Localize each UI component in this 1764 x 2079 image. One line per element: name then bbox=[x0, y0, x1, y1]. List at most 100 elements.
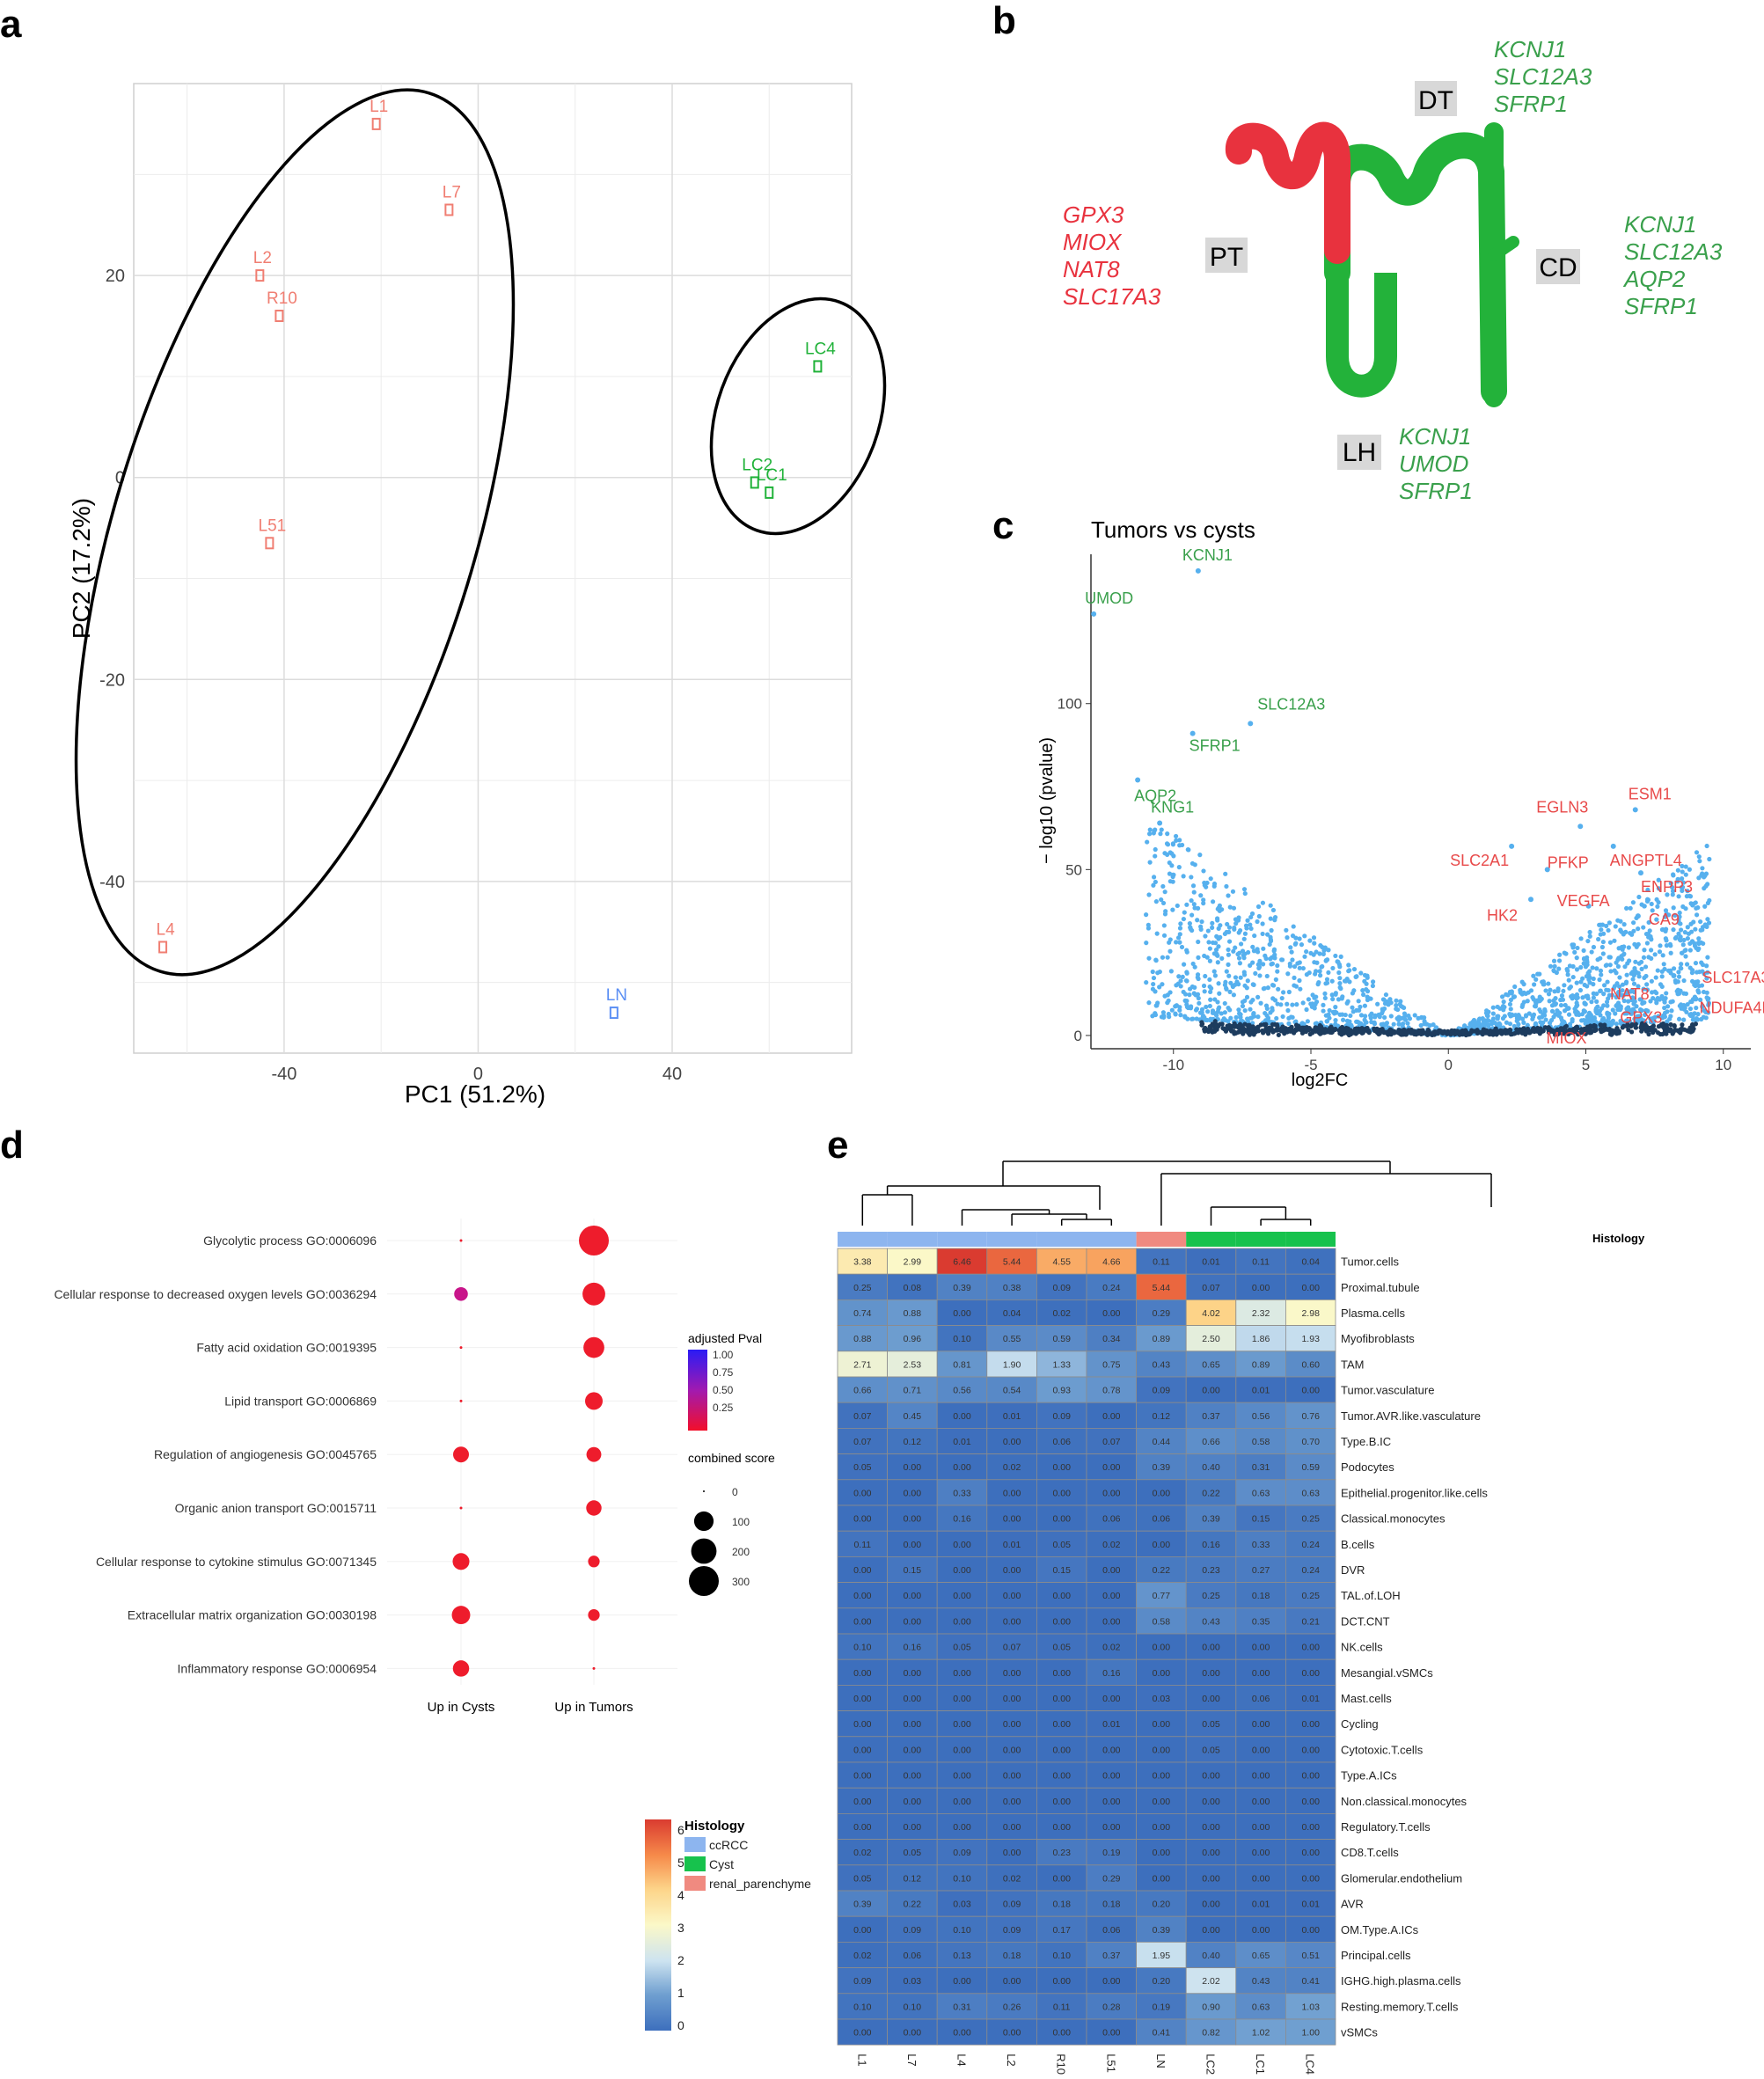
histology-cell bbox=[1285, 1232, 1336, 1247]
volcano-point bbox=[1553, 996, 1558, 1001]
heatmap-cell-value: 0.22 bbox=[1153, 1565, 1171, 1576]
size-legend-label: 300 bbox=[732, 1576, 750, 1588]
volcano-point bbox=[1558, 1002, 1564, 1008]
padj-tick-label: 0.50 bbox=[713, 1384, 734, 1396]
volcano-point bbox=[1628, 930, 1633, 936]
heatmap-cell-value: 0.18 bbox=[1252, 1591, 1270, 1601]
heatmap-cell bbox=[936, 1325, 988, 1352]
volcano-point-ns bbox=[1587, 1030, 1592, 1036]
volcano-point bbox=[1198, 924, 1204, 929]
heatmap-cell bbox=[1086, 1530, 1137, 1557]
heatmap-cell-value: 0.00 bbox=[1202, 1643, 1220, 1653]
volcano-point bbox=[1324, 1019, 1330, 1024]
heatmap-row-label: Cycling bbox=[1341, 1717, 1379, 1731]
heatmap-cell bbox=[837, 1556, 888, 1584]
volcano-point bbox=[1678, 934, 1683, 940]
volcano-labeled-point bbox=[1195, 567, 1201, 574]
volcano-point bbox=[1210, 1010, 1216, 1015]
volcano-point bbox=[1636, 926, 1641, 932]
volcano-point bbox=[1688, 921, 1694, 926]
heatmap-column-label: LC4 bbox=[1304, 2053, 1317, 2075]
heatmap-cell bbox=[936, 1993, 988, 2020]
heatmap-scale-tick-label: 5 bbox=[677, 1856, 684, 1870]
volcano-point bbox=[1244, 985, 1249, 991]
volcano-point bbox=[1191, 991, 1197, 996]
volcano-point bbox=[1700, 1004, 1705, 1009]
heatmap-cell-value: 0.01 bbox=[1102, 1719, 1121, 1730]
heatmap-cell-value: 1.95 bbox=[1153, 1951, 1171, 1961]
volcano-point bbox=[1557, 952, 1563, 957]
heatmap-cell-value: 0.00 bbox=[1301, 1283, 1320, 1293]
heatmap-cell-value: 0.00 bbox=[904, 1694, 922, 1704]
volcano-point bbox=[1177, 926, 1183, 931]
volcano-point bbox=[1194, 1016, 1199, 1021]
volcano-point bbox=[1574, 967, 1580, 972]
volcano-point bbox=[1294, 1002, 1299, 1007]
enrichment-dot-tumor bbox=[583, 1336, 604, 1358]
volcano-point bbox=[1561, 988, 1566, 994]
heatmap-cell-value: 4.55 bbox=[1052, 1257, 1071, 1268]
volcano-point bbox=[1605, 1003, 1610, 1008]
padj-tick-label: 1.00 bbox=[713, 1349, 734, 1361]
volcano-point bbox=[1242, 890, 1248, 897]
heatmap-cell-value: 4.66 bbox=[1102, 1257, 1121, 1268]
volcano-point bbox=[1587, 933, 1592, 939]
volcano-point bbox=[1360, 988, 1365, 993]
volcano-point bbox=[1610, 992, 1615, 998]
volcano-point bbox=[1546, 992, 1552, 997]
volcano-point bbox=[1231, 992, 1236, 998]
heatmap-cell bbox=[1036, 1325, 1087, 1352]
volcano-point bbox=[1693, 961, 1699, 966]
volcano-point bbox=[1317, 951, 1322, 956]
volcano-point bbox=[1553, 1012, 1558, 1017]
volcano-point bbox=[1196, 995, 1201, 1001]
volcano-point bbox=[1684, 962, 1690, 967]
volcano-point-ns bbox=[1672, 1022, 1677, 1029]
volcano-point bbox=[1583, 1001, 1588, 1007]
volcano-point bbox=[1646, 919, 1651, 926]
heatmap-cell bbox=[1235, 1325, 1286, 1352]
pca-point-label: R10 bbox=[267, 289, 297, 308]
volcano-point bbox=[1670, 889, 1676, 894]
heatmap-cell-value: 0.00 bbox=[853, 1616, 872, 1627]
volcano-point bbox=[1566, 977, 1571, 983]
heatmap-cell bbox=[1036, 1941, 1087, 1968]
heatmap-cell-value: 0.02 bbox=[1102, 1540, 1121, 1550]
volcano-point bbox=[1372, 1021, 1378, 1027]
heatmap-cell-value: 0.39 bbox=[1202, 1514, 1220, 1525]
volcano-point bbox=[1144, 980, 1149, 985]
volcano-point bbox=[1530, 1014, 1536, 1020]
volcano-point-ns bbox=[1566, 1031, 1571, 1036]
volcano-point bbox=[1394, 1003, 1399, 1008]
volcano-point bbox=[1163, 909, 1168, 914]
heatmap-cell bbox=[936, 1504, 988, 1532]
volcano-point bbox=[1604, 923, 1609, 929]
heatmap-cell bbox=[1285, 1582, 1336, 1609]
heatmap-cell bbox=[1185, 1941, 1237, 1968]
volcano-point bbox=[1693, 900, 1698, 905]
volcano-point bbox=[1532, 982, 1537, 987]
volcano-point bbox=[1612, 968, 1617, 973]
volcano-point bbox=[1146, 892, 1152, 897]
volcano-point bbox=[1207, 977, 1212, 983]
heatmap-cell-value: 0.22 bbox=[904, 1900, 922, 1910]
heatmap-cell-value: 0.00 bbox=[904, 2028, 922, 2039]
volcano-point bbox=[1333, 1005, 1338, 1010]
enrichment-dot-cyst bbox=[459, 1399, 463, 1402]
heatmap-cell-value: 0.60 bbox=[1301, 1359, 1320, 1370]
heatmap-cell bbox=[837, 1325, 888, 1352]
volcano-gene-label: MIOX bbox=[1547, 1029, 1587, 1047]
volcano-point bbox=[1185, 847, 1190, 853]
volcano-point bbox=[1203, 933, 1208, 939]
volcano-point-ns bbox=[1235, 1029, 1241, 1035]
volcano-point bbox=[1664, 942, 1670, 948]
volcano-point bbox=[1248, 1007, 1253, 1012]
heatmap-cell bbox=[837, 1504, 888, 1532]
volcano-point bbox=[1242, 1007, 1248, 1014]
heatmap-cell bbox=[1136, 1325, 1187, 1352]
histology-cell bbox=[1186, 1232, 1236, 1247]
heatmap-cell-value: 0.00 bbox=[1202, 1822, 1220, 1833]
volcano-point bbox=[1338, 954, 1343, 959]
heatmap-cell-value: 0.01 bbox=[1003, 1540, 1021, 1550]
volcano-point bbox=[1694, 912, 1700, 918]
